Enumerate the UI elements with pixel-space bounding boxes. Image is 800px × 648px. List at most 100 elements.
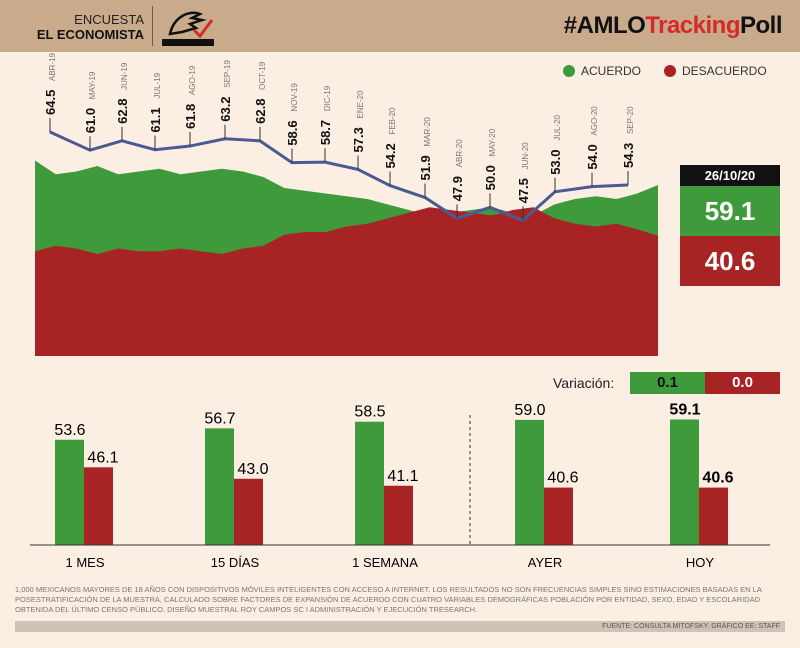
month-label: JUN-19 — [120, 62, 129, 90]
green-dot-icon — [563, 65, 575, 77]
point-label: 54.0 AGO-20 — [585, 106, 600, 170]
month-label: ABR-19 — [48, 52, 57, 81]
month-label: ABR-20 — [455, 139, 464, 168]
value-label: 62.8 — [253, 99, 268, 124]
point-label: 54.3 SEP-20 — [621, 106, 636, 168]
category-label: 1 MES — [65, 555, 104, 570]
month-label: SEP-19 — [223, 60, 232, 88]
point-label: 47.5 JUN-20 — [516, 142, 531, 204]
latest-disagree: 40.6 — [680, 236, 780, 286]
bar-acuerdo — [670, 419, 699, 545]
month-label: AGO-19 — [188, 65, 197, 95]
latest-date: 26/10/20 — [680, 165, 780, 186]
value-label: 63.2 — [218, 96, 233, 121]
month-label: JUN-20 — [521, 142, 530, 170]
value-label: 54.2 — [383, 143, 398, 168]
category-label: 15 DÍAS — [211, 555, 260, 570]
point-label: 61.1 JUL-19 — [148, 72, 163, 132]
latest-agree: 59.1 — [680, 186, 780, 236]
month-label: MAY-19 — [88, 71, 97, 99]
bar-acuerdo — [355, 421, 384, 545]
value-label: 64.5 — [43, 90, 58, 115]
month-label: FEB-20 — [388, 107, 397, 135]
trend-chart: 64.5 ABR-19 61.0 MAY-19 62.8 JUN-19 61.1 JUL-19… — [35, 52, 658, 356]
category-label: 1 SEMANA — [352, 555, 418, 570]
value-label: 47.5 — [516, 178, 531, 203]
month-label: SEP-20 — [626, 106, 635, 134]
point-label: 61.8 AGO-19 — [183, 65, 198, 129]
bar-acuerdo — [515, 419, 544, 545]
red-dot-icon — [664, 65, 676, 77]
bar-value-acuerdo: 53.6 — [54, 422, 85, 439]
month-label: OCT-19 — [258, 61, 267, 90]
bar-desacuerdo — [384, 485, 413, 545]
value-label: 62.8 — [115, 99, 130, 124]
variation-agree: 0.1 — [630, 372, 705, 394]
point-label: 63.2 SEP-19 — [218, 60, 233, 122]
month-label: NOV-19 — [290, 83, 299, 112]
legend-agree-label: ACUERDO — [581, 64, 642, 78]
point-label: 57.3 ENE-20 — [351, 90, 366, 153]
survey-label: ENCUESTA — [74, 12, 144, 27]
hashtag-suffix: Poll — [739, 12, 783, 39]
month-label: JUL-20 — [553, 114, 562, 140]
header-divider — [152, 6, 153, 46]
approval-line — [49, 130, 629, 223]
legend-disagree-label: DESACUERDO — [682, 64, 767, 78]
source-text: FUENTE: CONSULTA MITOFSKY. GRÁFICO EE: S… — [602, 623, 780, 630]
bar-desacuerdo — [234, 478, 263, 545]
value-label: 58.6 — [285, 120, 300, 145]
mitofsky-logo-icon — [162, 11, 214, 46]
point-label: 51.9 MAR-20 — [418, 117, 433, 181]
bar-value-desacuerdo: 40.6 — [702, 470, 733, 487]
bar-desacuerdo — [699, 487, 728, 545]
hashtag-prefix: #AMLO — [563, 12, 646, 39]
area-desacuerdo — [35, 207, 658, 356]
hashtag-mid: Tracking — [645, 12, 740, 39]
value-label: 61.0 — [83, 108, 98, 133]
bar-value-acuerdo: 59.1 — [669, 402, 700, 419]
source-bar — [15, 621, 785, 632]
bar-value-acuerdo: 58.5 — [354, 404, 385, 421]
month-label: JUL-19 — [153, 72, 162, 98]
bar-desacuerdo — [544, 487, 573, 545]
value-label: 53.0 — [548, 149, 563, 174]
value-label: 61.1 — [148, 107, 163, 132]
value-label: 51.9 — [418, 155, 433, 180]
bar-value-desacuerdo: 46.1 — [87, 449, 118, 466]
point-label: 64.5 ABR-19 — [43, 52, 58, 115]
bar-value-desacuerdo: 43.0 — [237, 461, 268, 478]
bar-value-desacuerdo: 41.1 — [387, 468, 418, 485]
variation-label: Variación: — [553, 375, 615, 391]
hashtag-title: #AMLOTrackingPoll — [563, 12, 783, 40]
category-label: HOY — [686, 555, 715, 570]
value-label: 54.3 — [621, 143, 636, 168]
point-label: 58.6 NOV-19 — [285, 83, 300, 146]
value-label: 54.0 — [585, 144, 600, 169]
point-label: 58.7 DIC-19 — [318, 85, 333, 145]
methodology-note: 1,000 mexicanos mayores de 18 años con d… — [15, 585, 762, 614]
bar-value-acuerdo: 56.7 — [204, 410, 235, 427]
bar-value-desacuerdo: 40.6 — [547, 470, 578, 487]
category-label: AYER — [528, 555, 562, 570]
header: ENCUESTA EL ECONOMISTA #AMLOTrackingPoll — [0, 0, 800, 52]
bar-acuerdo — [205, 428, 234, 545]
value-label: 61.8 — [183, 104, 198, 129]
month-label: AGO-20 — [590, 106, 599, 136]
point-label: 62.8 JUN-19 — [115, 62, 130, 124]
point-label: 47.9 ABR-20 — [450, 139, 465, 202]
point-label: 50.0 MAY-20 — [483, 128, 498, 190]
legend-disagree: DESACUERDO — [664, 64, 767, 78]
point-label: 54.2 FEB-20 — [383, 107, 398, 169]
value-label: 47.9 — [450, 176, 465, 201]
legend-agree: ACUERDO — [563, 64, 641, 78]
point-label: 53.0 JUL-20 — [548, 114, 563, 174]
point-label: 62.8 OCT-19 — [253, 61, 268, 124]
bar-acuerdo — [55, 439, 84, 545]
point-label: 61.0 MAY-19 — [83, 71, 98, 133]
value-label: 58.7 — [318, 120, 333, 145]
month-label: ENE-20 — [356, 90, 365, 119]
bar-value-acuerdo: 59.0 — [514, 402, 545, 419]
bar-desacuerdo — [84, 467, 113, 545]
bar-chart: 53.646.1 1 MES 56.7 43.0 15 DÍAS 58.5 41.1 1 SE… — [30, 402, 770, 570]
